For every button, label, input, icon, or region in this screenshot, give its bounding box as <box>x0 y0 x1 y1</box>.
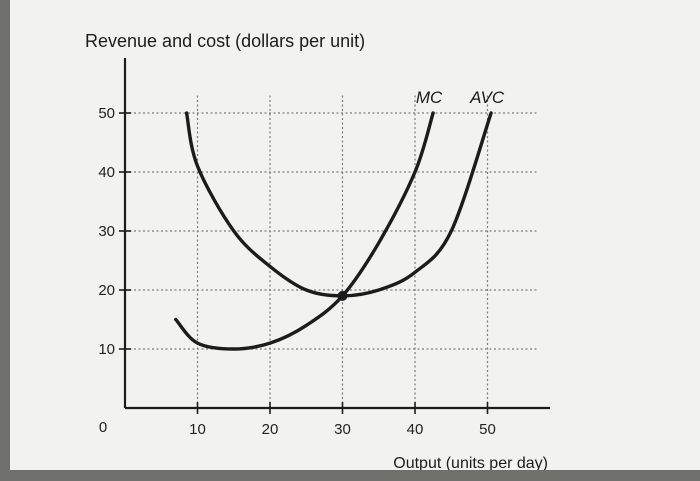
origin-label: 0 <box>99 419 107 436</box>
axes <box>119 58 550 414</box>
avc-curve <box>184 111 493 298</box>
y-axis-title: Revenue and cost (dollars per unit) <box>85 31 365 51</box>
x-tick-label-20: 20 <box>262 421 279 438</box>
y-tick-label-20: 20 <box>98 282 115 299</box>
x-axis-title: Output (units per day) <box>393 455 548 470</box>
x-tick-label-10: 10 <box>189 421 206 438</box>
y-tick-label-10: 10 <box>98 341 115 358</box>
x-tick-label-30: 30 <box>334 421 351 438</box>
cost-curves-chart: 10 20 30 40 50 10 20 30 40 50 0 Revenue and cost (d… <box>85 31 550 470</box>
y-tick-label-40: 40 <box>98 164 115 181</box>
chart-paper: 10 20 30 40 50 10 20 30 40 50 0 Revenue and cost (d… <box>10 0 700 470</box>
intersection-point <box>337 290 348 301</box>
mc-label: MC <box>416 88 443 107</box>
y-tick-label-50: 50 <box>98 105 115 122</box>
grid-lines <box>125 93 539 408</box>
mc-curve <box>174 111 435 351</box>
y-tick-label-30: 30 <box>98 223 115 240</box>
series-lines <box>174 111 493 351</box>
x-tick-label-40: 40 <box>407 421 424 438</box>
avc-label: AVC <box>469 88 505 107</box>
x-tick-label-50: 50 <box>479 421 496 438</box>
labels: 10 20 30 40 50 10 20 30 40 50 0 Revenue and cost (d… <box>85 31 548 470</box>
